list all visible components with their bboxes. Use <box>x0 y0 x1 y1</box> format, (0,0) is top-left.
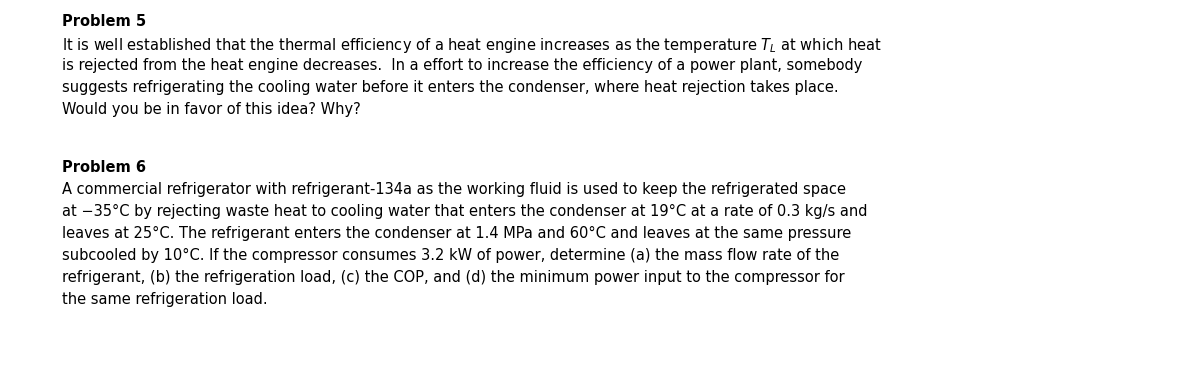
Text: Would you be in favor of this idea? Why?: Would you be in favor of this idea? Why? <box>62 102 361 117</box>
Text: is rejected from the heat engine decreases.  In a effort to increase the efficie: is rejected from the heat engine decreas… <box>62 58 863 73</box>
Text: at −35°C by rejecting waste heat to cooling water that enters the condenser at 1: at −35°C by rejecting waste heat to cool… <box>62 204 868 219</box>
Text: refrigerant, (b) the refrigeration load, (c) the COP, and (d) the minimum power : refrigerant, (b) the refrigeration load,… <box>62 270 845 285</box>
Text: subcooled by 10°C. If the compressor consumes 3.2 kW of power, determine (a) the: subcooled by 10°C. If the compressor con… <box>62 248 839 263</box>
Text: Problem 6: Problem 6 <box>62 160 146 175</box>
Text: A commercial refrigerator with refrigerant-134a as the working fluid is used to : A commercial refrigerator with refrigera… <box>62 182 846 197</box>
Text: Problem 5: Problem 5 <box>62 14 146 29</box>
Text: suggests refrigerating the cooling water before it enters the condenser, where h: suggests refrigerating the cooling water… <box>62 80 839 95</box>
Text: It is well established that the thermal efficiency of a heat engine increases as: It is well established that the thermal … <box>62 36 882 55</box>
Text: leaves at 25°C. The refrigerant enters the condenser at 1.4 MPa and 60°C and lea: leaves at 25°C. The refrigerant enters t… <box>62 226 851 241</box>
Text: the same refrigeration load.: the same refrigeration load. <box>62 292 268 307</box>
